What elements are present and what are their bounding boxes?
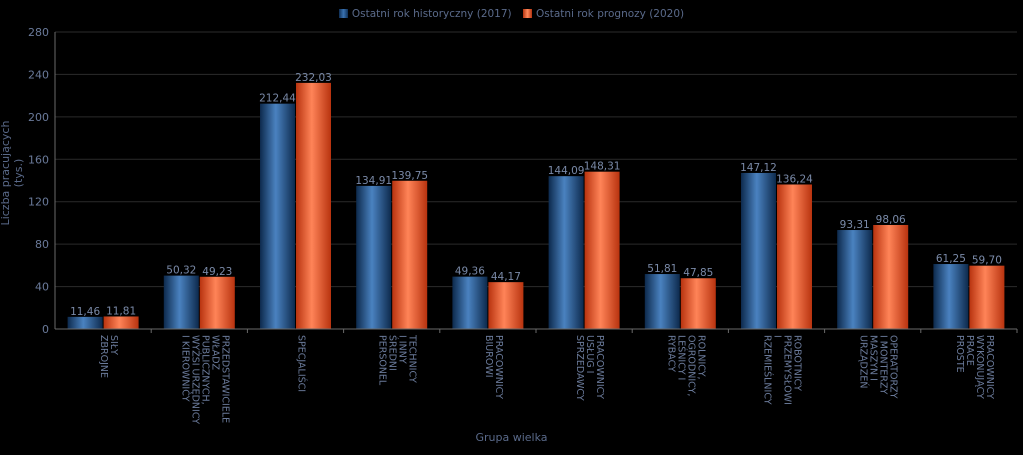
data-label: 232,03 [295,72,332,84]
legend-swatch-2020 [522,9,532,18]
x-tick-label: WYŻSI URZĘDNICY [189,335,200,424]
x-tick-label: WYKONUJĄCY [974,335,985,399]
bar-2017[interactable] [741,172,776,329]
y-tick-label: 240 [28,68,49,81]
x-tick-label: OGRODNICY, [685,335,696,396]
x-tick-label: RZEMIEŚLNICY [762,335,774,405]
x-tick-label: ROLNICY, [695,335,706,380]
x-tick-label: SPRZEDAWCY [574,335,585,401]
data-label: 98,06 [876,214,906,226]
x-tick-label: SIŁY [108,335,119,355]
axes: 0 40 80 120 160 200 240 280 11,46 11,81 SIŁYZBROJN… [28,26,1018,424]
bar-2017[interactable] [260,103,295,329]
legend-item-2020[interactable]: Ostatni rok prognozy (2020) [522,8,685,20]
bar-2020[interactable] [199,276,235,329]
data-label: 144,09 [548,165,585,177]
x-tick-label: URZĄDZEŃ [858,335,870,389]
data-label: 11,46 [70,306,100,318]
bar-2017[interactable] [548,176,584,329]
data-label: 47,85 [683,267,713,279]
legend: Ostatni rok historyczny (2017) Ostatni r… [0,8,1023,20]
x-tick-label: ROBOTNICY [792,335,803,391]
x-tick-label: PERSONEL [377,335,388,386]
bar-2020[interactable] [103,316,139,329]
x-tick-label: PRACE [964,335,975,366]
y-tick-label: 80 [35,238,49,251]
x-tick-label: OPERATORZY [888,335,899,399]
bar-2017[interactable] [67,316,103,329]
y-tick-label: 160 [28,153,49,166]
data-label: 51,81 [647,263,677,275]
y-tick-label: 0 [42,323,49,336]
bar-2020[interactable] [777,184,812,329]
bar-2017[interactable] [356,185,392,329]
x-tick-label: PRACOWNICY [984,335,995,399]
x-tick-label: LEŚNICY I [675,335,687,380]
data-label: 59,70 [972,255,1002,267]
x-tick-label: I KIEROWNICY [179,335,190,402]
x-tick-label: PRZEDSTAWICIELE [219,335,230,423]
x-tick-label: SPECJALIŚCI [296,335,308,392]
x-tick-label: BIUROWI [483,335,494,378]
grid [55,31,1017,288]
x-tick-label: TECHNICY [407,334,418,383]
y-tick-label: 40 [35,281,49,294]
bar-2017[interactable] [644,274,680,329]
data-label: 93,31 [840,219,870,231]
y-tick-label: 280 [28,26,49,39]
x-tick-label: MASZYN I [868,335,879,381]
x-tick-label: PRACOWNICY [493,335,504,399]
data-label: 136,24 [776,173,813,185]
bar-2017[interactable] [163,275,199,329]
x-tick-label: I INNY [397,335,408,364]
bars [67,82,1005,329]
x-tick-label: PRACOWNICY [594,335,605,399]
y-tick-label: 120 [28,196,49,209]
data-label: 134,91 [355,175,392,187]
bar-2020[interactable] [873,224,909,329]
data-label: 147,12 [740,162,777,174]
bar-2020[interactable] [584,171,620,329]
x-tick-label: WŁADZ [209,335,220,371]
x-tick-label: PROSTE [954,335,965,373]
y-tick-label: 200 [28,111,49,124]
x-tick-label: RYBACY [665,335,676,372]
x-axis-title: Grupa wielka [475,431,548,444]
data-label: 212,44 [259,93,296,105]
bar-2017[interactable] [933,264,969,329]
legend-label-2020: Ostatni rok prognozy (2020) [535,8,685,20]
data-label: 50,32 [166,265,196,277]
bar-2017[interactable] [837,230,873,329]
bar-2020[interactable] [680,278,716,329]
x-tick-label: I MONTERZY [878,335,889,395]
data-label: 11,81 [106,305,136,317]
data-label: 61,25 [936,253,966,265]
data-label: 44,17 [491,271,521,283]
legend-swatch-2017 [338,9,348,18]
data-label: 49,23 [202,266,232,278]
data-label: 148,31 [584,161,621,173]
x-tick-label: I [772,335,783,338]
x-tick-label: USŁUG I [584,335,595,373]
legend-label-2017: Ostatni rok historyczny (2017) [351,8,512,20]
bar-2020[interactable] [392,180,428,329]
bar-2020[interactable] [969,265,1005,329]
data-label: 139,75 [391,170,428,182]
data-label: 49,36 [455,266,485,278]
legend-item-2017[interactable]: Ostatni rok historyczny (2017) [338,8,512,20]
x-tick-label: PUBLICZNYCH, [199,335,210,405]
x-tick-label: PRZEMYSŁOWI [782,335,793,405]
bar-2017[interactable] [452,276,488,329]
bar-2020[interactable] [488,282,524,329]
x-tick-label: ŚREDNI [387,335,399,371]
bar-2020[interactable] [296,82,331,329]
x-tick-label: ZBROJNE [98,335,109,378]
